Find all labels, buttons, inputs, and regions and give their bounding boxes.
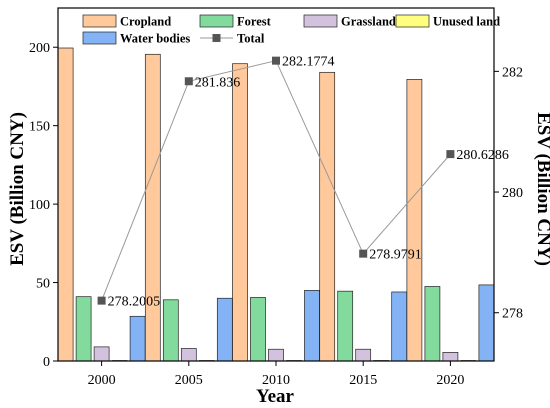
bar-forest bbox=[75, 296, 92, 362]
legend-label: Total bbox=[237, 32, 265, 46]
y-axis-title-right: ESV (Billion CNY) bbox=[533, 112, 550, 266]
legend-swatch bbox=[82, 14, 117, 28]
legend-swatch bbox=[303, 14, 338, 28]
bar-cropland bbox=[319, 71, 336, 362]
bar-grassland bbox=[442, 352, 459, 362]
total-data-label: 278.2005 bbox=[108, 295, 161, 310]
legend-label: Cropland bbox=[120, 15, 171, 29]
bar-water-bodies bbox=[478, 284, 495, 362]
x-tick-label: 2005 bbox=[175, 373, 203, 388]
bar-forest bbox=[424, 286, 441, 362]
total-data-label: 280.6286 bbox=[456, 148, 509, 163]
legend-label: Water bodies bbox=[120, 32, 190, 46]
total-point bbox=[272, 56, 280, 65]
bar-cropland bbox=[57, 47, 74, 362]
bar-water-bodies bbox=[216, 297, 233, 362]
axes-layer: 0 50 100 150 200 278 280 282 2000 2005 2010 2015 202… bbox=[29, 7, 523, 388]
x-tick-label: 2000 bbox=[88, 373, 116, 388]
y-axis-title-left: ESV (Billion CNY) bbox=[7, 112, 28, 266]
total-point bbox=[359, 249, 368, 258]
legend-label: Grassland bbox=[341, 15, 396, 29]
total-data-label: 281.836 bbox=[195, 75, 241, 90]
total-data-label: 282.1774 bbox=[282, 55, 335, 70]
legend: Cropland Forest Grassland Unused land Water … bbox=[82, 14, 500, 46]
line-layer: 278.2005 281.836 282.1774 278.9791 280.6286 bbox=[97, 55, 509, 310]
total-point bbox=[446, 150, 455, 159]
legend-swatch bbox=[82, 31, 117, 45]
bar-water-bodies bbox=[304, 290, 320, 362]
y-tick-label-left: 100 bbox=[29, 198, 50, 213]
bar-forest bbox=[337, 290, 354, 362]
bar-cropland bbox=[406, 79, 423, 362]
bar-cropland bbox=[144, 53, 161, 362]
y-tick-label-left: 0 bbox=[43, 355, 50, 370]
bar-grassland bbox=[180, 348, 197, 362]
y-tick-label-right: 278 bbox=[502, 307, 523, 322]
x-tick-label: 2015 bbox=[349, 373, 377, 388]
bars-layer bbox=[57, 47, 495, 362]
legend-swatch bbox=[395, 14, 430, 28]
bar-water-bodies bbox=[129, 315, 146, 362]
y-tick-label-right: 280 bbox=[502, 186, 523, 201]
y-tick-label-right: 282 bbox=[502, 65, 523, 80]
total-point bbox=[184, 77, 193, 86]
total-data-label: 278.9791 bbox=[369, 248, 422, 263]
bar-forest bbox=[162, 299, 179, 362]
legend-marker bbox=[212, 34, 221, 42]
x-tick-label: 2020 bbox=[436, 373, 464, 388]
bar-cropland bbox=[232, 63, 248, 362]
bar-forest bbox=[250, 297, 266, 362]
y-tick-label-left: 150 bbox=[29, 120, 50, 135]
y-tick-label-left: 50 bbox=[36, 277, 50, 292]
bar-grassland bbox=[93, 346, 110, 362]
bar-water-bodies bbox=[391, 291, 408, 362]
legend-label: Unused land bbox=[433, 15, 500, 29]
y-tick-label-left: 200 bbox=[29, 41, 50, 56]
legend-swatch bbox=[199, 14, 234, 28]
bar-grassland bbox=[355, 348, 372, 362]
total-point bbox=[97, 296, 106, 305]
legend-label: Forest bbox=[237, 15, 272, 29]
bar-grassland bbox=[268, 348, 284, 362]
x-axis-title: Year bbox=[256, 386, 295, 407]
x-tick-label: 2010 bbox=[262, 373, 290, 388]
